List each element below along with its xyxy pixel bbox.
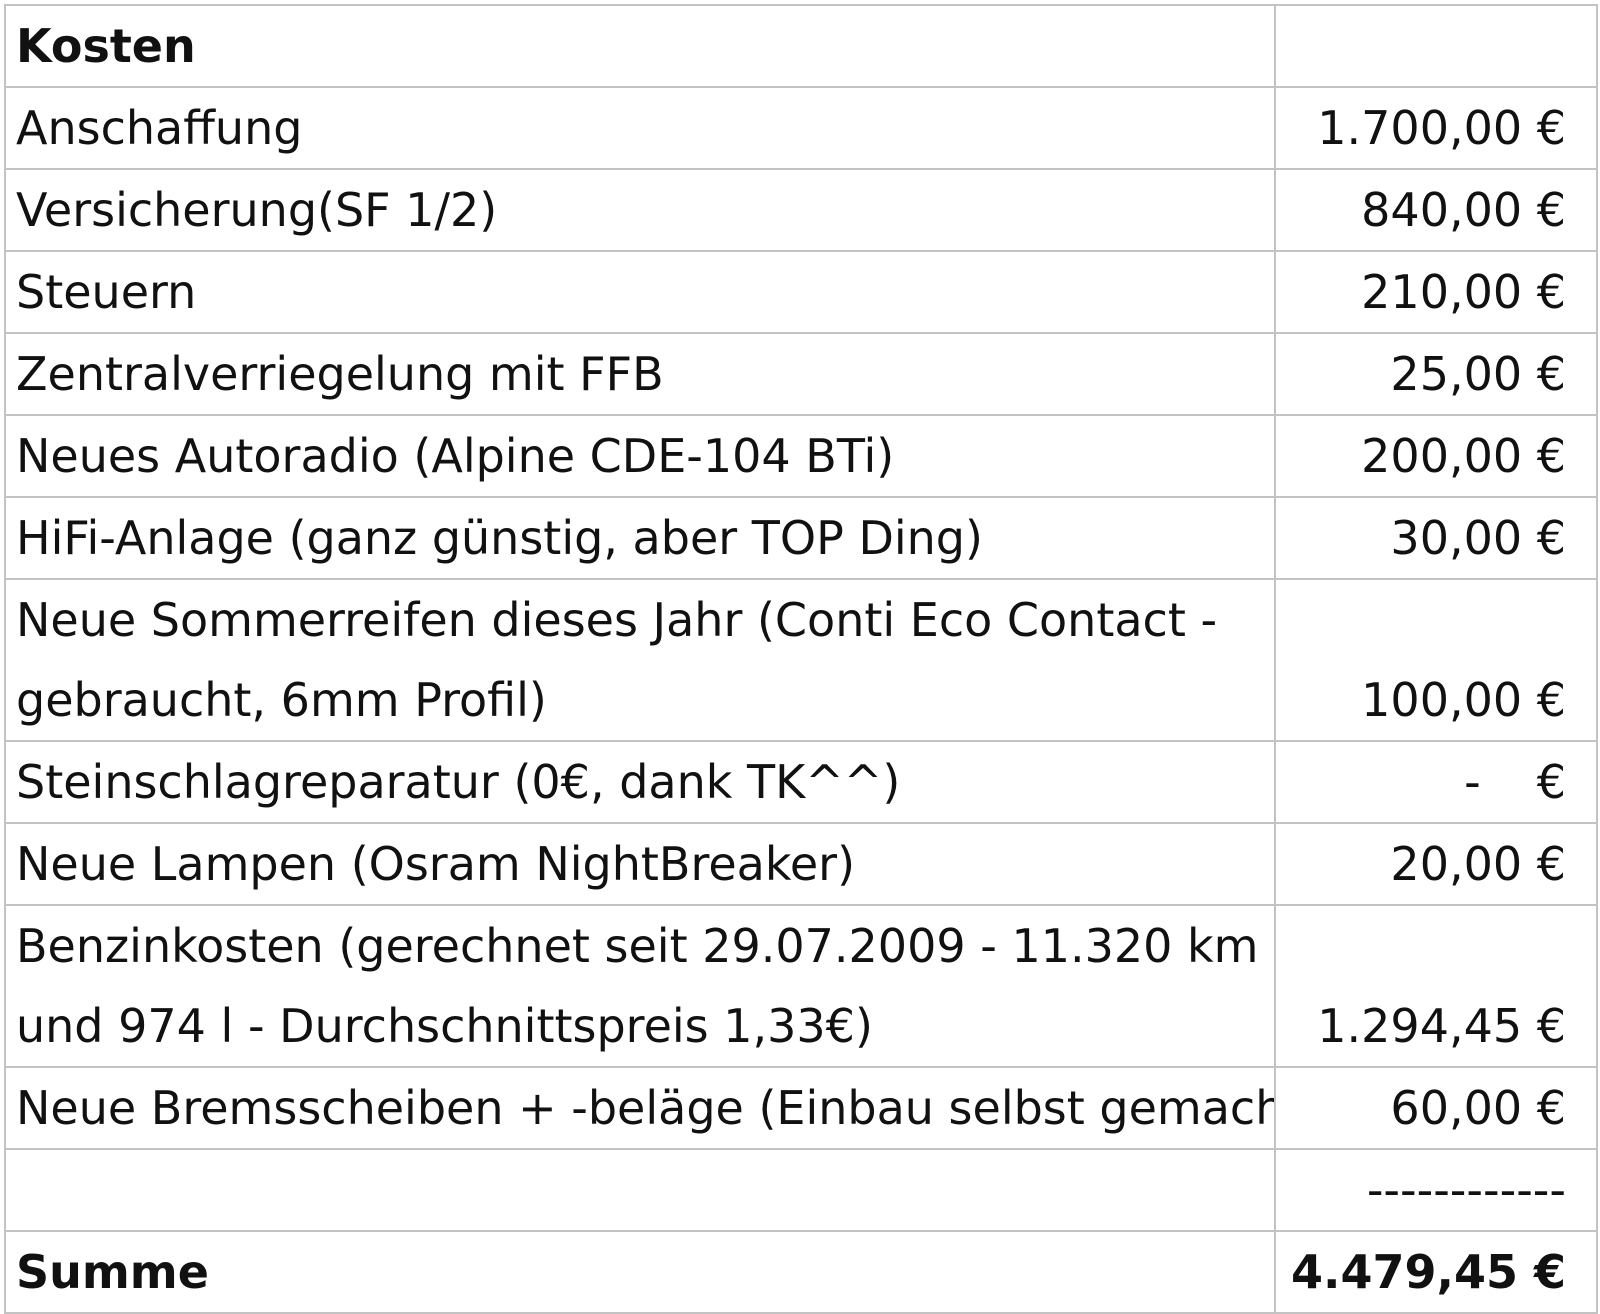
row-label-cell[interactable]: Steuern [4, 250, 1276, 334]
table-row: Neue Sommerreifen dieses Jahr (Conti Eco… [4, 578, 1598, 742]
row-amount-cell[interactable]: 60,00 € [1274, 1066, 1598, 1150]
row-amount-cell[interactable]: 20,00 € [1274, 822, 1598, 906]
row-label-cell[interactable]: Neue Lampen (Osram NightBreaker) [4, 822, 1276, 906]
row-label-cell[interactable]: Zentralverriegelung mit FFB [4, 332, 1276, 416]
total-label-cell[interactable]: Summe [4, 1230, 1276, 1314]
row-label-cell[interactable]: Neue Bremsscheiben + -beläge (Einbau sel… [4, 1066, 1276, 1150]
total-row: Summe 4.479,45 € [4, 1230, 1598, 1314]
row-label-cell[interactable]: Neues Autoradio (Alpine CDE-104 BTi) [4, 414, 1276, 498]
total-amount-cell[interactable]: 4.479,45 € [1274, 1230, 1598, 1314]
row-label-cell[interactable]: Steinschlagreparatur (0€, dank TK^^) [4, 740, 1276, 824]
table-row: Anschaffung 1.700,00 € [4, 86, 1598, 170]
cost-table: Kosten Anschaffung 1.700,00 € Versicheru… [4, 4, 1598, 1314]
table-row: Neue Bremsscheiben + -beläge (Einbau sel… [4, 1066, 1598, 1150]
row-amount-cell[interactable]: 840,00 € [1274, 168, 1598, 252]
row-label-cell[interactable]: Neue Sommerreifen dieses Jahr (Conti Eco… [4, 578, 1276, 742]
header-title-cell[interactable]: Kosten [4, 4, 1276, 88]
currency-symbol: € [1536, 755, 1566, 809]
table-row: Steuern 210,00 € [4, 250, 1598, 334]
row-amount-cell[interactable]: 1.294,45 € [1274, 904, 1598, 1068]
table-row: HiFi-Anlage (ganz günstig, aber TOP Ding… [4, 496, 1598, 580]
table-row: Neue Lampen (Osram NightBreaker) 20,00 € [4, 822, 1598, 906]
table-row: Benzinkosten (gerechnet seit 29.07.2009 … [4, 904, 1598, 1068]
row-amount-cell[interactable]: 25,00 € [1274, 332, 1598, 416]
table-row: Versicherung(SF 1/2) 840,00 € [4, 168, 1598, 252]
row-amount-cell[interactable]: 1.700,00 € [1274, 86, 1598, 170]
row-amount-cell[interactable]: 30,00 € [1274, 496, 1598, 580]
row-amount-cell[interactable]: 200,00 € [1274, 414, 1598, 498]
row-label-cell[interactable]: HiFi-Anlage (ganz günstig, aber TOP Ding… [4, 496, 1276, 580]
table-row: Zentralverriegelung mit FFB 25,00 € [4, 332, 1598, 416]
zero-dash: - [1464, 755, 1481, 809]
separator-cell[interactable]: ------------ [1274, 1148, 1598, 1232]
header-row: Kosten [4, 4, 1598, 88]
table-row: Neues Autoradio (Alpine CDE-104 BTi) 200… [4, 414, 1598, 498]
separator-label-cell[interactable] [4, 1148, 1276, 1232]
row-label-cell[interactable]: Versicherung(SF 1/2) [4, 168, 1276, 252]
row-amount-cell[interactable]: - € [1274, 740, 1598, 824]
row-amount-cell[interactable]: 100,00 € [1274, 578, 1598, 742]
row-label-cell[interactable]: Anschaffung [4, 86, 1276, 170]
separator-row: ------------ [4, 1148, 1598, 1232]
row-label-cell[interactable]: Benzinkosten (gerechnet seit 29.07.2009 … [4, 904, 1276, 1068]
table-row: Steinschlagreparatur (0€, dank TK^^) - € [4, 740, 1598, 824]
header-amount-cell[interactable] [1274, 4, 1598, 88]
row-amount-cell[interactable]: 210,00 € [1274, 250, 1598, 334]
